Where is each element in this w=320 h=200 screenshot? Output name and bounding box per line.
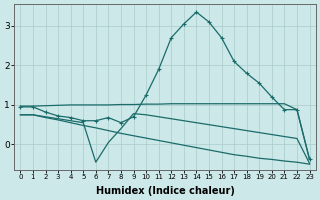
X-axis label: Humidex (Indice chaleur): Humidex (Indice chaleur) xyxy=(96,186,234,196)
